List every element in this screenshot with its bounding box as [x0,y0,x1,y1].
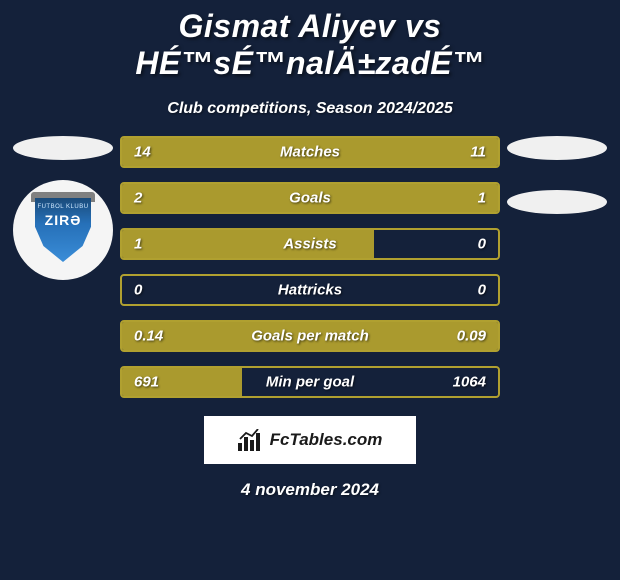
right-player-photo-placeholder [507,136,607,160]
comparison-title: Gismat Aliyev vs HÉ™sÉ™nalÄ±zadÉ™ [0,0,620,82]
stat-fill-left [122,184,374,212]
left-player-photo-placeholder [13,136,113,160]
stat-left-value: 0 [134,282,142,299]
season-subtitle: Club competitions, Season 2024/2025 [0,100,620,118]
stat-bar: 1 Assists 0 [120,228,500,260]
right-player-col [502,136,612,412]
stat-label: Assists [283,236,336,253]
stat-left-value: 0.14 [134,328,163,345]
stats-bars: 14Matches112Goals11Assists00Hattricks00.… [118,136,502,412]
left-club-badge: FUTBOL KLUBU ZIRƏ [13,180,113,280]
stat-right-value: 0 [478,236,486,253]
fctables-logo-icon [238,429,266,451]
stat-bar: 0.14 Goals per match 0.09 [120,320,500,352]
stat-bar: 691 Min per goal 1064 [120,366,500,398]
stat-right-value: 11 [470,144,486,161]
source-badge: FcTables.com [204,416,416,464]
zire-shield-icon: FUTBOL KLUBU ZIRƏ [35,198,91,262]
stat-label: Matches [280,144,340,161]
stat-right-value: 0.09 [457,328,486,345]
snapshot-date: 4 november 2024 [0,480,620,500]
right-club-badge-placeholder [507,190,607,214]
shield-club-name: ZIRƏ [45,212,82,228]
stat-label: Goals per match [251,328,369,345]
stat-right-value: 1 [478,190,486,207]
shield-top-text: FUTBOL KLUBU [37,204,88,210]
stat-bar: 0 Hattricks 0 [120,274,500,306]
stat-label: Min per goal [266,374,354,391]
stat-left-value: 691 [134,374,159,391]
stat-label: Hattricks [278,282,342,299]
stat-left-value: 14 [134,144,151,161]
stat-right-value: 1064 [453,374,486,391]
stat-bar: 14 Matches 11 [120,136,500,168]
stat-label: Goals [289,190,331,207]
stat-left-value: 1 [134,236,142,253]
left-player-col: FUTBOL KLUBU ZIRƏ [8,136,118,412]
main-row: FUTBOL KLUBU ZIRƏ 14Matches112Goals11Ass… [0,136,620,412]
stat-left-value: 2 [134,190,142,207]
source-brand-text: FcTables.com [270,430,383,450]
stat-bar: 2 Goals 1 [120,182,500,214]
stat-right-value: 0 [478,282,486,299]
